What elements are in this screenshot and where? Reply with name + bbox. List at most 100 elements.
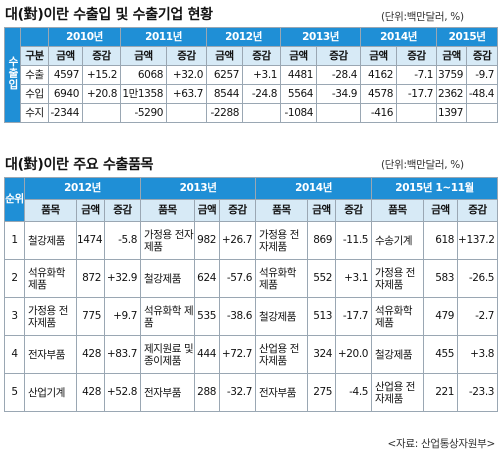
item-cell: 전자부품 <box>140 373 196 412</box>
item-cell: 산업용 전자제품 <box>255 335 309 374</box>
items-row: 2 석유화학 제품 872 +32.9 철강제품 624 -57.6 석유화학 … <box>4 259 499 298</box>
balance-cell: -5290 <box>120 103 168 123</box>
empty-cell <box>242 103 282 123</box>
trade-subheader: 증감 <box>396 46 438 66</box>
amount-cell: 624 <box>194 259 221 298</box>
row-label: 수입 <box>20 84 49 104</box>
amount-cell: 552 <box>307 259 337 298</box>
trade-row-balance: 수지 -2344 -5290 -2288 -1084 -416 1397 <box>5 103 499 123</box>
amount-cell: 1474 <box>76 221 105 260</box>
item-cell: 석유화학 제품 <box>140 297 196 336</box>
trade-subheader: 증감 <box>242 46 282 66</box>
change-cell: +137.2 <box>457 221 499 260</box>
amount-cell: 583 <box>423 259 459 298</box>
item-cell: 석유화학 제품 <box>371 297 425 336</box>
amount-cell: 275 <box>307 373 337 412</box>
trade-subheader-row: 구분 금액 증감 금액 증감 금액 증감 금액 증감 금액 증감 금액 증감 <box>5 46 499 66</box>
trade-year-header: 2012년 <box>206 27 282 47</box>
change-cell: -38.6 <box>219 297 257 336</box>
period-header: 2012년 <box>23 177 142 200</box>
change-cell: +3.8 <box>457 335 499 374</box>
amount-cell: 3759 <box>436 65 468 85</box>
change-cell: -24.8 <box>242 84 282 104</box>
item-cell: 산업용 전자제품 <box>371 373 425 412</box>
item-cell: 전자부품 <box>255 373 309 412</box>
items-row: 3 가정용 전자제품 775 +9.7 석유화학 제품 535 -38.6 철강… <box>4 297 499 336</box>
trade-subheader: 증감 <box>316 46 362 66</box>
rank-cell: 1 <box>4 221 25 260</box>
trade-year-header-row: 수출입 2010년 2011년 2012년 2013년 2014년 2015년 <box>4 27 499 123</box>
row-label: 수지 <box>20 103 49 123</box>
amount-cell: 6257 <box>206 65 244 85</box>
amount-cell: 221 <box>423 373 459 412</box>
item-cell: 가정용 전자제품 <box>371 259 425 298</box>
items-table: 순위 2012년 2013년 2014년 2015년 1~11월 품목 금액 증… <box>4 177 499 412</box>
trade-table-title: 대(對)이란 수출입 및 수출기업 현황 <box>5 7 213 23</box>
change-cell: +83.7 <box>103 335 142 374</box>
balance-cell: -1084 <box>280 103 318 123</box>
trade-year-header: 2015년 <box>436 27 499 47</box>
trade-year-header: 2014년 <box>360 27 438 47</box>
balance-cell: -416 <box>360 103 398 123</box>
trade-subheader: 구분 <box>20 46 49 66</box>
items-subheader: 증감 <box>103 199 142 222</box>
item-cell: 가정용 전자제품 <box>140 221 196 260</box>
trade-row-export: 수출 4597 +15.2 6068 +32.0 6257 +3.1 4481 … <box>5 65 499 85</box>
item-cell: 가정용 전자제품 <box>255 221 309 260</box>
item-cell: 철강제품 <box>140 259 196 298</box>
item-cell: 석유화학 제품 <box>255 259 309 298</box>
amount-cell: 288 <box>194 373 221 412</box>
items-row: 4 전자부품 428 +83.7 제지원료 및종이제품 444 +72.7 산업… <box>4 335 499 374</box>
trade-year-header: 2011년 <box>120 27 208 47</box>
amount-cell: 4162 <box>360 65 398 85</box>
amount-cell: 513 <box>307 297 337 336</box>
amount-cell: 1만1358 <box>120 84 168 104</box>
items-subheader: 증감 <box>335 199 373 222</box>
trade-subheader: 금액 <box>360 46 398 66</box>
amount-cell: 444 <box>194 335 221 374</box>
change-cell: -7.1 <box>396 65 438 85</box>
period-header: 2015년 1~11월 <box>371 177 499 200</box>
items-table-title: 대(對)이란 주요 수출품목 <box>5 157 154 173</box>
trade-row-import: 수입 6940 +20.8 1만1358 +63.7 8544 -24.8 55… <box>5 84 499 104</box>
change-cell: -28.4 <box>316 65 362 85</box>
change-cell: -17.7 <box>396 84 438 104</box>
trade-corner-cell <box>20 27 49 47</box>
item-cell: 전자부품 <box>24 335 77 374</box>
change-cell: +72.7 <box>219 335 257 374</box>
amount-cell: 618 <box>423 221 459 260</box>
balance-cell: -2344 <box>48 103 83 123</box>
trade-year-header: 2013년 <box>280 27 362 47</box>
items-unit-label: (단위:백만달러, %) <box>381 159 464 171</box>
change-cell: +9.7 <box>103 297 142 336</box>
amount-cell: 4578 <box>360 84 398 104</box>
items-subheader: 증감 <box>457 199 499 222</box>
amount-cell: 324 <box>307 335 337 374</box>
change-cell: +3.1 <box>242 65 282 85</box>
amount-cell: 479 <box>423 297 459 336</box>
change-cell: +52.8 <box>103 373 142 412</box>
items-subheader-row: 품목 금액 증감 품목 금액 증감 품목 금액 증감 품목 금액 증감 <box>5 199 499 222</box>
amount-cell: 2362 <box>436 84 468 104</box>
items-row: 5 산업기계 428 +52.8 전자부품 288 -32.7 전자부품 275… <box>4 373 499 412</box>
trade-table: 수출입 2010년 2011년 2012년 2013년 2014년 2015년 … <box>4 27 499 123</box>
trade-subheader: 금액 <box>280 46 318 66</box>
rank-cell: 2 <box>4 259 25 298</box>
period-header: 2013년 <box>140 177 257 200</box>
trade-subheader: 증감 <box>166 46 208 66</box>
amount-cell: 775 <box>76 297 105 336</box>
trade-subheader: 금액 <box>206 46 244 66</box>
amount-cell: 428 <box>76 373 105 412</box>
change-cell: -23.3 <box>457 373 499 412</box>
source-note: <자료: 산업통상자원부> <box>387 438 495 450</box>
items-subheader: 금액 <box>194 199 221 222</box>
change-cell: -34.9 <box>316 84 362 104</box>
rank-cell: 3 <box>4 297 25 336</box>
change-cell: +15.2 <box>81 65 122 85</box>
amount-cell: 455 <box>423 335 459 374</box>
change-cell: +20.0 <box>335 335 373 374</box>
item-cell: 석유화학 제품 <box>24 259 77 298</box>
items-subheader: 금액 <box>307 199 337 222</box>
change-cell: +3.1 <box>335 259 373 298</box>
items-subheader: 품목 <box>140 199 196 222</box>
